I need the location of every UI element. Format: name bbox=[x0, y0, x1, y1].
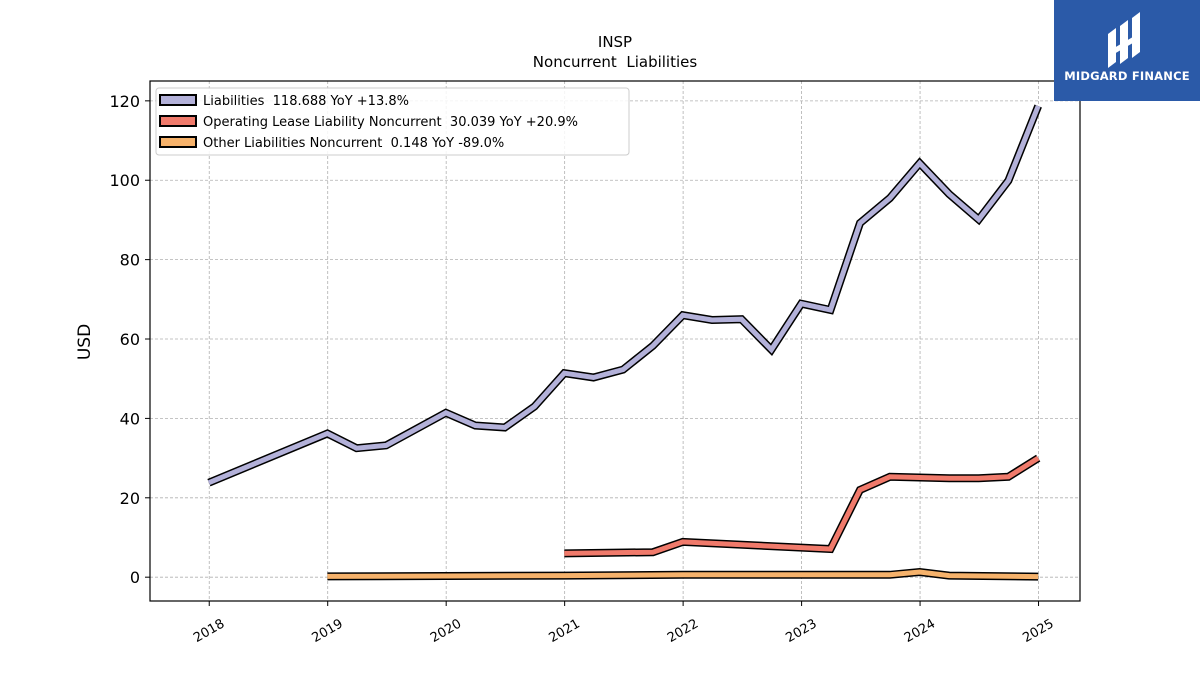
series-layer bbox=[207, 104, 1042, 581]
series-liabilities bbox=[207, 104, 1042, 487]
y-axis: 0 20 40 60 80 100 120 bbox=[109, 92, 150, 587]
series-outline bbox=[207, 104, 1042, 487]
legend-box bbox=[155, 87, 630, 156]
x-tick-label: 2021 bbox=[546, 616, 582, 646]
chart-title: INSP bbox=[598, 33, 632, 51]
y-tick-label: 20 bbox=[120, 489, 140, 508]
chart-subtitle: Noncurrent Liabilities bbox=[533, 53, 698, 71]
y-tick-label: 0 bbox=[130, 568, 140, 587]
x-tick-label: 2025 bbox=[1020, 616, 1056, 646]
series-line bbox=[207, 105, 1041, 486]
legend-label: Other Liabilities Noncurrent 0.148 YoY -… bbox=[203, 136, 504, 151]
y-tick-label: 100 bbox=[109, 171, 140, 190]
x-tick-label: 2023 bbox=[783, 616, 819, 646]
brand-logo: MIDGARD FINANCE bbox=[1054, 0, 1200, 101]
y-tick-label: 80 bbox=[120, 251, 140, 270]
y-tick-label: 60 bbox=[120, 330, 140, 349]
x-axis: 2018 2019 2020 2021 2022 2023 2024 2025 bbox=[191, 601, 1057, 646]
x-tick-label: 2020 bbox=[428, 616, 464, 646]
legend-label: Liabilities 118.688 YoY +13.8% bbox=[203, 94, 409, 109]
x-tick-label: 2019 bbox=[310, 616, 346, 646]
series-line bbox=[564, 455, 1040, 556]
y-tick-label: 120 bbox=[109, 92, 140, 111]
grid bbox=[150, 81, 1080, 601]
legend-label: Operating Lease Liability Noncurrent 30.… bbox=[203, 115, 578, 130]
y-tick-label: 40 bbox=[120, 409, 140, 428]
series-line bbox=[327, 569, 1039, 580]
legend-swatch bbox=[159, 136, 197, 148]
series-operating-lease-liability-noncurrent bbox=[564, 454, 1041, 558]
legend: Liabilities 118.688 YoY +13.8% Operating … bbox=[155, 87, 630, 156]
legend-swatch bbox=[159, 94, 197, 106]
y-axis-label: USD bbox=[75, 324, 95, 360]
x-tick-label: 2018 bbox=[191, 616, 227, 646]
plot-frame bbox=[149, 80, 1081, 602]
x-tick-label: 2022 bbox=[665, 616, 701, 646]
midgard-logo-icon bbox=[1108, 12, 1140, 68]
series-other-liabilities-noncurrent bbox=[327, 567, 1039, 581]
brand-name: MIDGARD FINANCE bbox=[1064, 69, 1190, 83]
legend-swatch bbox=[159, 115, 197, 127]
x-tick-label: 2024 bbox=[902, 616, 938, 646]
